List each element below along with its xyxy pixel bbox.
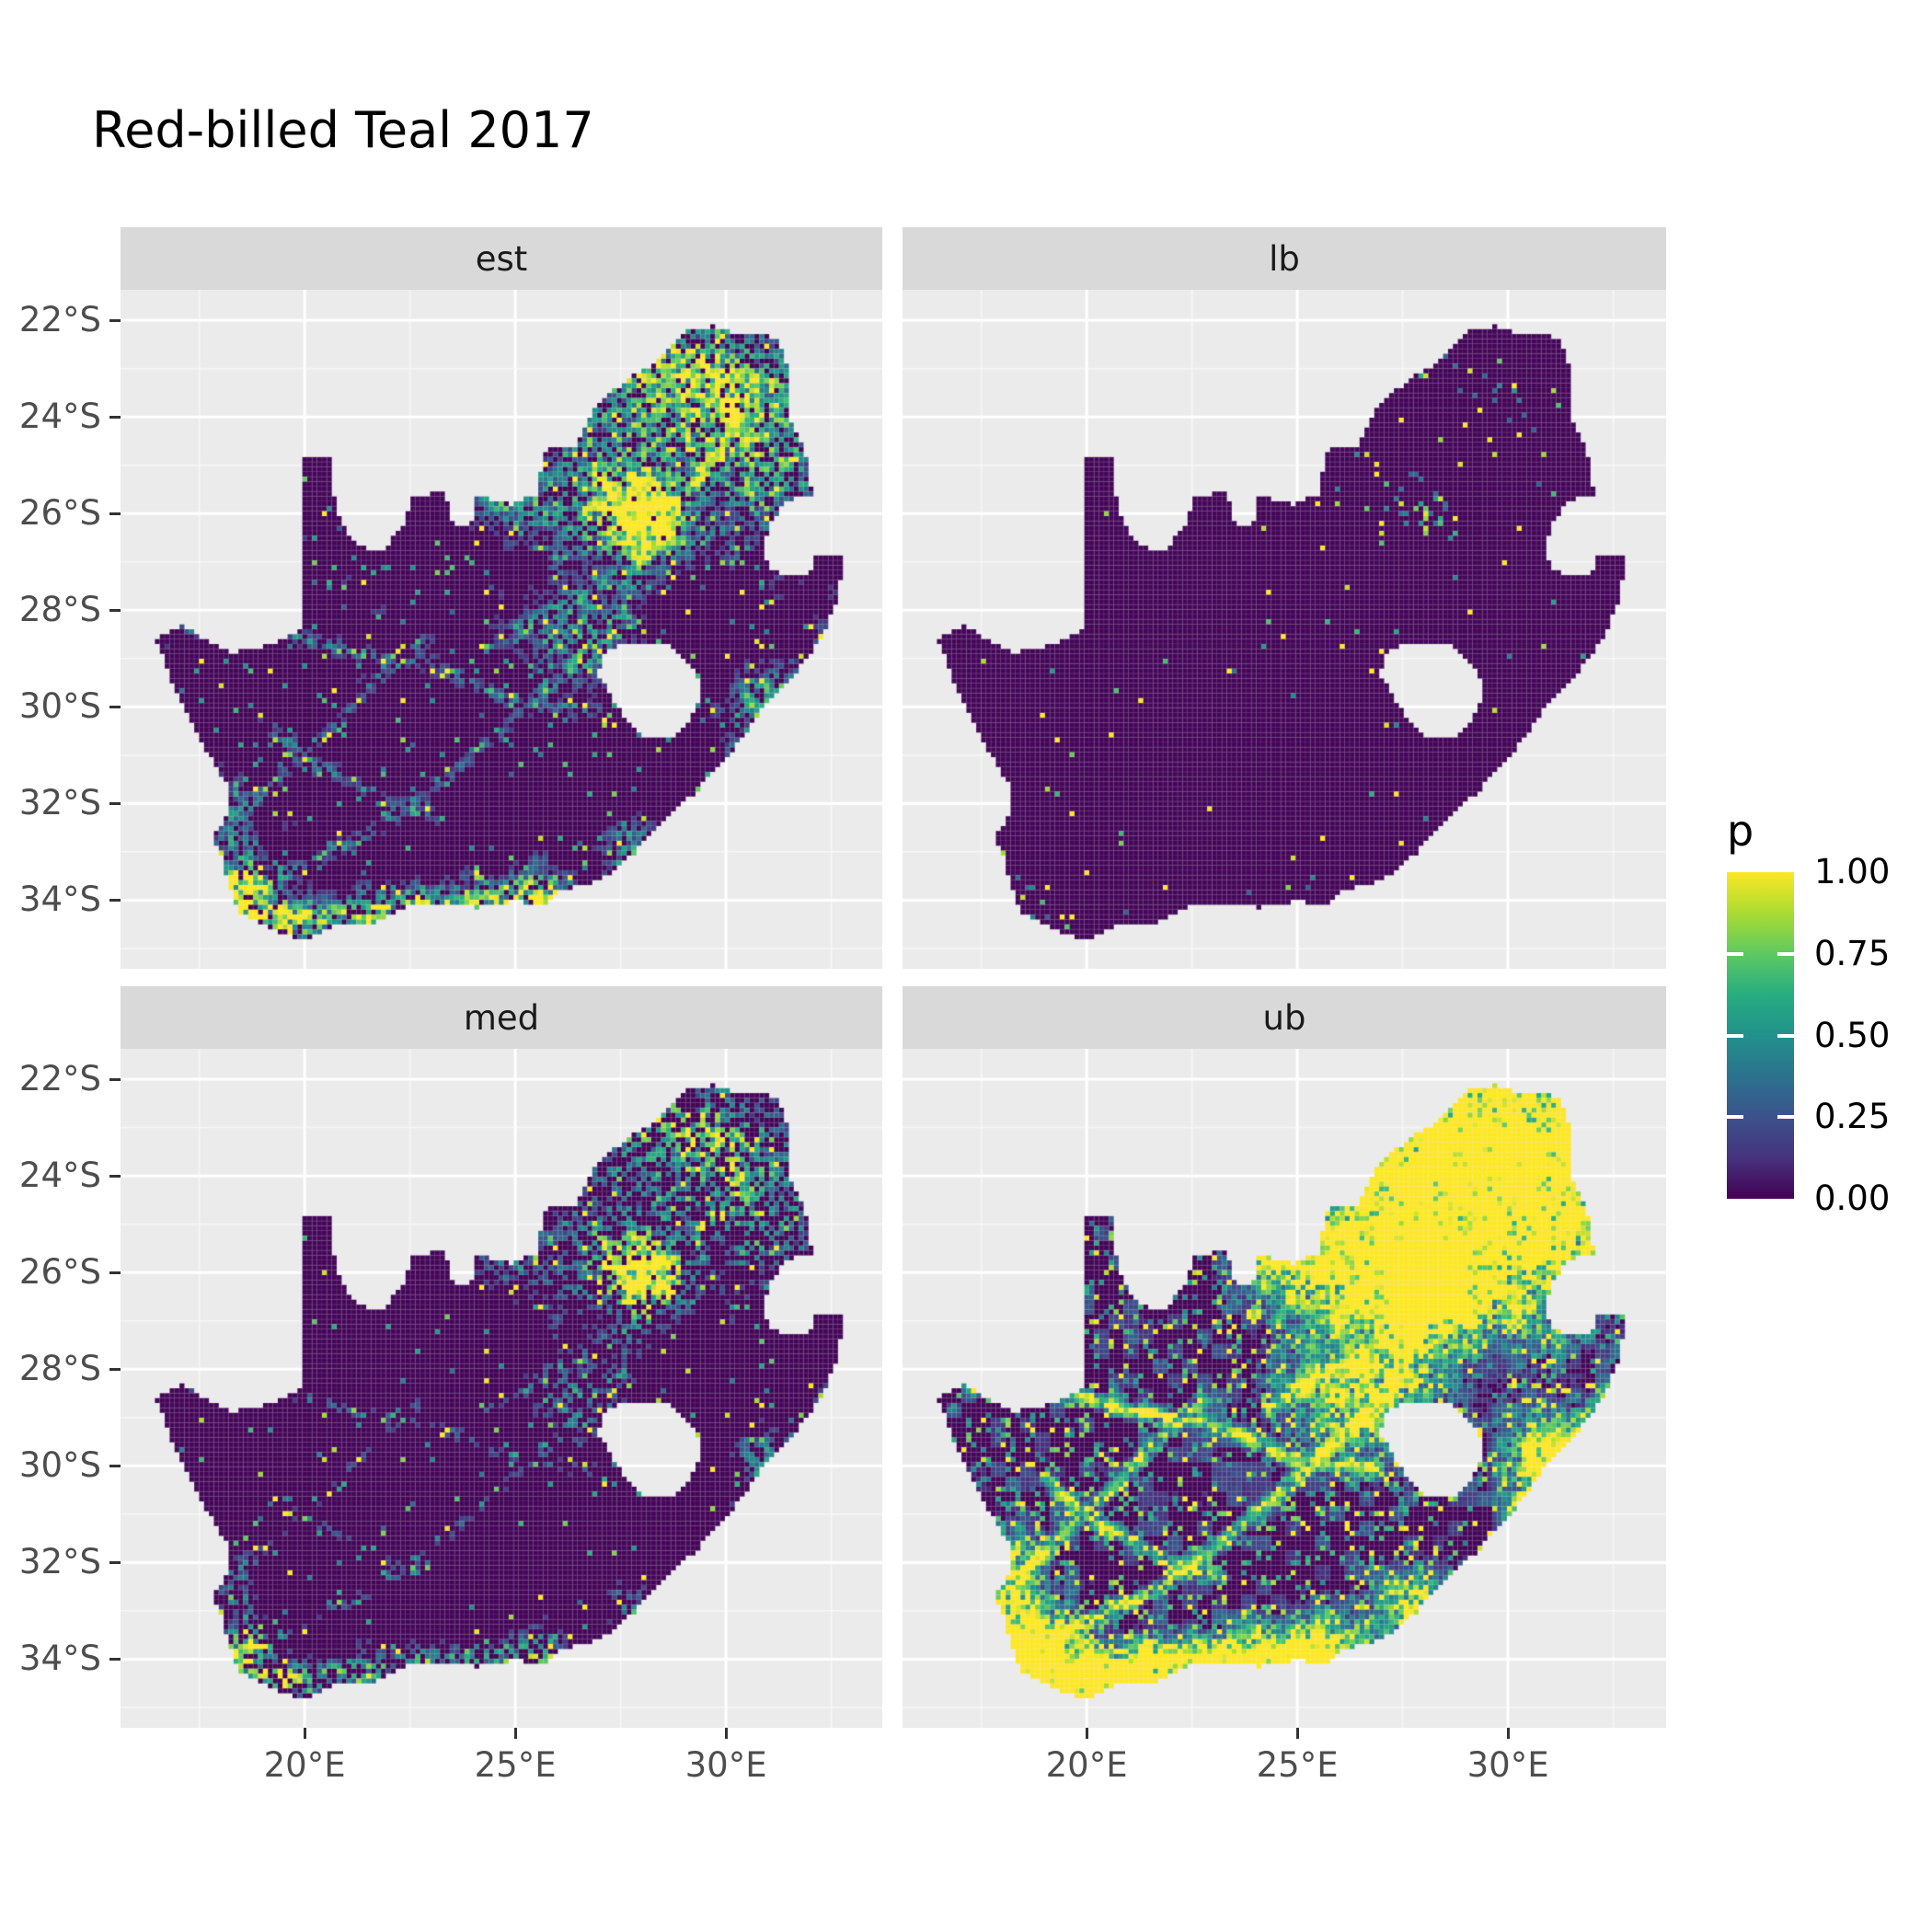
y-axis-tick-label: 32°S (18, 1542, 101, 1582)
x-axis-tick (1506, 1728, 1510, 1739)
legend-title: p (1727, 806, 1754, 856)
y-axis-tick (109, 1077, 121, 1081)
x-axis-tick-label: 25°E (1256, 1745, 1339, 1785)
legend-colorbar-tick (1727, 1033, 1743, 1038)
y-axis-tick (109, 512, 121, 515)
legend-tick-label: 1.00 (1814, 852, 1891, 891)
legend-tick-label: 0.25 (1814, 1097, 1891, 1137)
facet-strip-label-ub: ub (1262, 997, 1306, 1038)
y-axis-tick (109, 801, 121, 805)
y-axis-tick (109, 1657, 121, 1661)
y-axis-tick-label: 30°S (18, 686, 101, 727)
x-axis-tick-label: 20°E (263, 1745, 346, 1785)
y-axis-tick-label: 28°S (18, 590, 101, 630)
y-axis-tick-label: 22°S (18, 1059, 101, 1099)
x-axis-tick (724, 1728, 728, 1739)
facet-panel-ub (903, 1049, 1666, 1728)
legend-tick-label: 0.50 (1814, 1015, 1891, 1055)
x-axis-tick (303, 1728, 306, 1739)
facet-strip-lb: lb (903, 227, 1666, 290)
x-axis-tick (513, 1728, 517, 1739)
y-axis-tick (109, 318, 121, 322)
y-axis-tick-label: 30°S (18, 1445, 101, 1486)
facet-strip-label-lb: lb (1269, 238, 1300, 279)
legend-tick-label: 0.00 (1814, 1179, 1891, 1218)
y-axis-tick-label: 26°S (18, 1252, 101, 1293)
facet-strip-est: est (121, 227, 882, 290)
facet-strip-label-med: med (463, 997, 540, 1038)
x-axis-tick-label: 30°E (1466, 1745, 1549, 1785)
facet-strip-ub: ub (903, 986, 1666, 1049)
legend-colorbar-tick (1777, 1115, 1794, 1120)
x-axis-tick-label: 30°E (684, 1745, 767, 1785)
facet-strip-med: med (121, 986, 882, 1049)
x-axis-tick-label: 20°E (1045, 1745, 1128, 1785)
y-axis-tick (109, 1560, 121, 1564)
y-axis-tick-label: 32°S (18, 783, 101, 823)
y-axis-tick-label: 34°S (18, 1639, 101, 1679)
y-axis-tick (109, 608, 121, 612)
legend-colorbar-tick (1727, 951, 1743, 956)
facet-panel-lb (903, 290, 1666, 969)
y-axis-tick-label: 24°S (18, 1156, 101, 1196)
legend-colorbar-tick (1777, 1033, 1794, 1038)
y-axis-tick (109, 898, 121, 902)
y-axis-tick-label: 26°S (18, 493, 101, 534)
y-axis-tick-label: 34°S (18, 880, 101, 920)
y-axis-tick (109, 1464, 121, 1467)
x-axis-tick (1085, 1728, 1088, 1739)
legend-colorbar-tick (1777, 951, 1794, 956)
y-axis-tick (109, 1174, 121, 1178)
x-axis-tick (1295, 1728, 1299, 1739)
facet-strip-label-est: est (475, 238, 528, 279)
facet-panel-med (121, 1049, 882, 1728)
y-axis-tick (109, 1367, 121, 1371)
x-axis-tick-label: 25°E (474, 1745, 557, 1785)
y-axis-tick (109, 705, 121, 708)
facet-panel-est (121, 290, 882, 969)
y-axis-tick-label: 22°S (18, 300, 101, 340)
legend-tick-label: 0.75 (1814, 933, 1891, 973)
y-axis-tick (109, 1271, 121, 1274)
plot-title: Red-billed Teal 2017 (92, 101, 594, 159)
y-axis-tick-label: 24°S (18, 397, 101, 437)
legend-colorbar-tick (1727, 1115, 1743, 1120)
y-axis-tick-label: 28°S (18, 1349, 101, 1389)
y-axis-tick (109, 415, 121, 419)
